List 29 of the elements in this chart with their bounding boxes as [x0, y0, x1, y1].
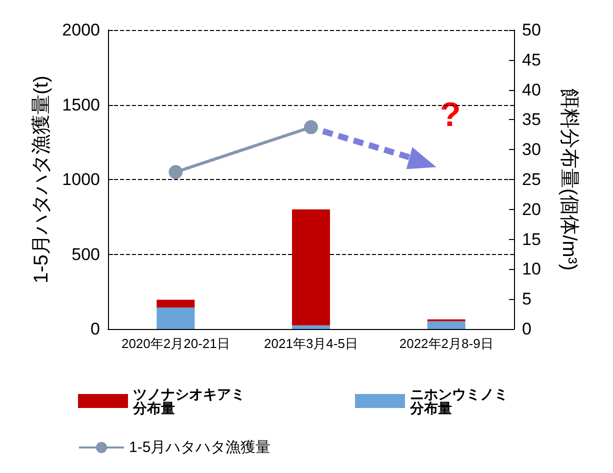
y2-tick-label: 50 — [522, 20, 541, 40]
legend-label: 1-5月ハタハタ漁獲量 — [129, 439, 271, 456]
y2-tick-label: 5 — [522, 290, 532, 309]
bar — [156, 300, 195, 308]
y2-tick-label: 30 — [522, 140, 541, 160]
x-tick-label: 2021年3月4-5日 — [264, 336, 358, 351]
y2-tick-label: 40 — [522, 80, 541, 100]
y2-tick-label: 10 — [522, 260, 541, 279]
x-tick-label: 2022年2月8-9日 — [399, 336, 494, 351]
bar — [292, 325, 330, 329]
bar — [427, 321, 466, 329]
bar — [156, 307, 195, 329]
y-tick-label: 2000 — [62, 20, 100, 40]
y2-tick-label: 25 — [522, 170, 541, 189]
legend-label: ツノナシオキアミ分布量 — [132, 386, 245, 416]
x-tick-label: 2020年2月20-21日 — [121, 336, 230, 351]
y2-axis-title: 餌料分布量(個体/m³) — [558, 88, 580, 271]
bar — [292, 209, 330, 326]
y-tick-label: 1500 — [62, 95, 100, 114]
y-tick-label: 1000 — [62, 170, 100, 189]
y-tick-label: 500 — [72, 244, 100, 264]
y2-tick-label: 0 — [522, 320, 532, 338]
y2-tick-label: 45 — [522, 50, 541, 70]
y2-tick-label: 15 — [522, 230, 541, 249]
y-tick-label: 0 — [90, 320, 100, 338]
y-axis-title: 1-5月ハタハタ漁獲量(t) — [30, 76, 52, 284]
legend-label: ニホンウミノミ分布量 — [409, 386, 508, 416]
y2-tick-label: 20 — [522, 200, 541, 219]
y2-tick-label: 35 — [522, 110, 541, 130]
